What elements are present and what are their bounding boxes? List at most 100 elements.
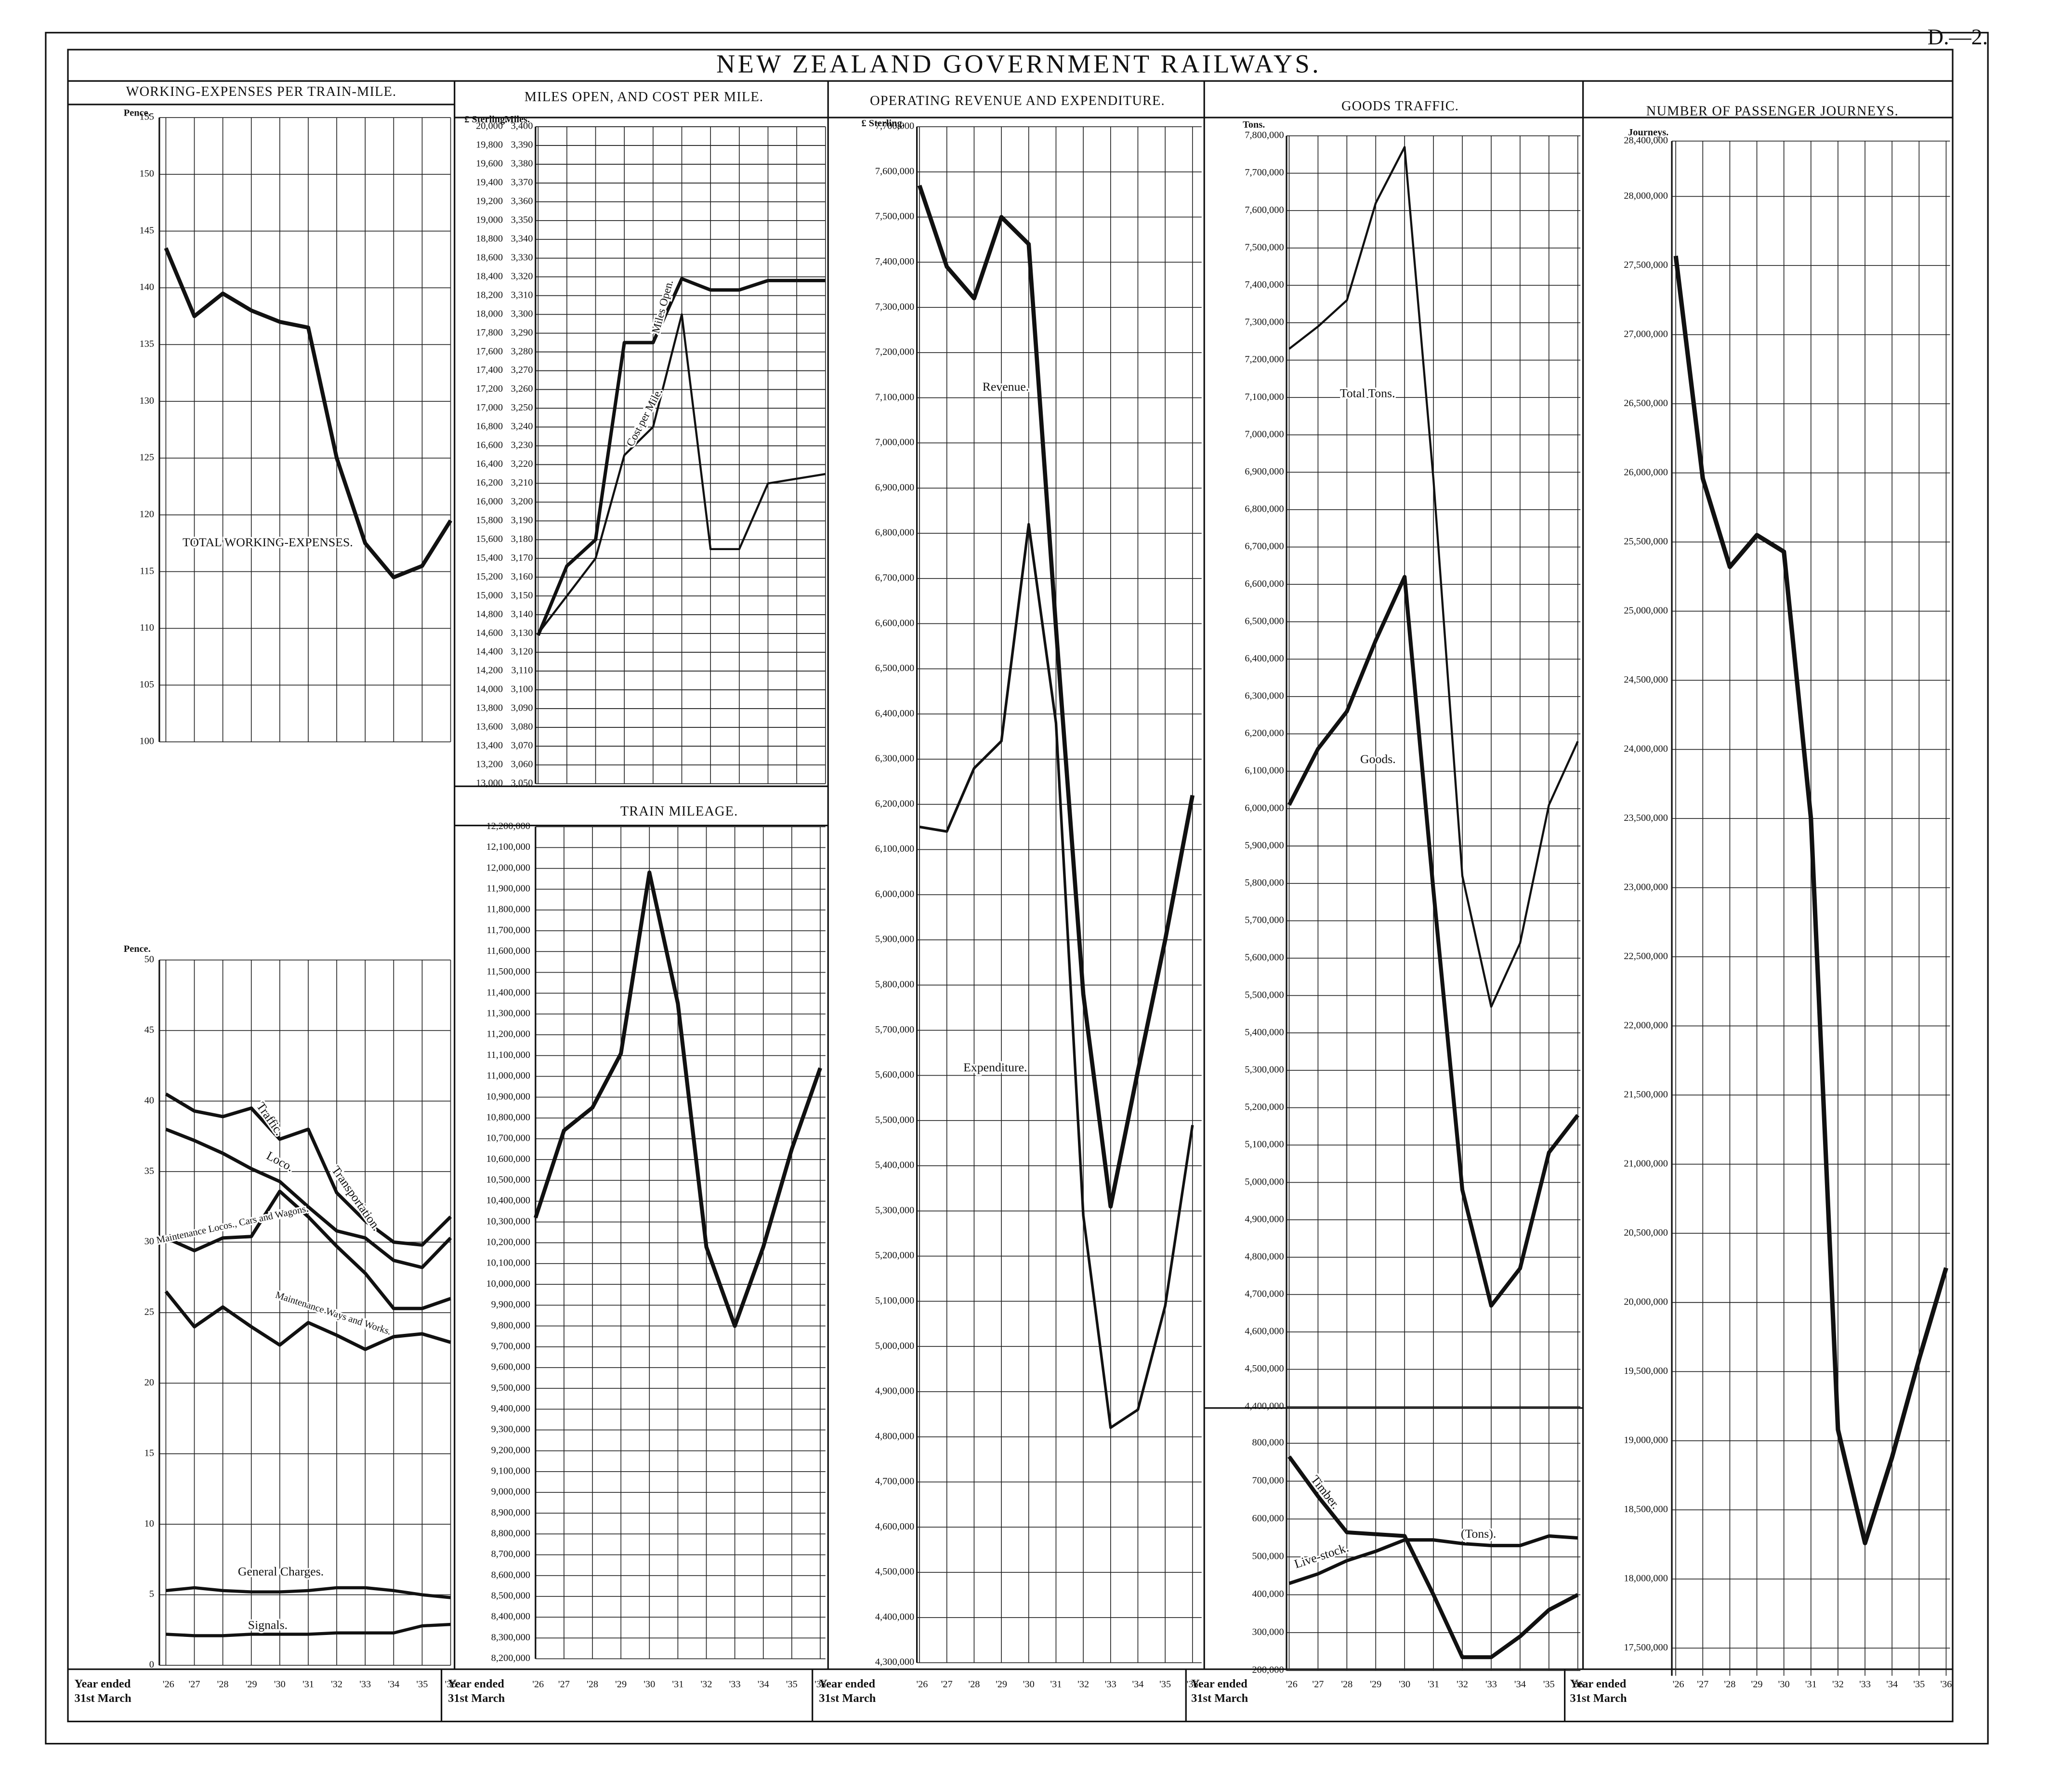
y-tick-label: 9,000,000 — [491, 1487, 530, 1497]
y-tick-label: 4,600,000 — [1245, 1326, 1284, 1337]
y-tick-label: 3,370 — [511, 177, 533, 188]
series-label: Expenditure. — [963, 1060, 1027, 1074]
y-tick-label: 7,000,000 — [875, 437, 914, 448]
panel-title: GOODS TRAFFIC. — [1341, 99, 1459, 114]
y-tick-label: 6,800,000 — [1245, 504, 1284, 514]
x-tick-label: '34 — [1132, 1679, 1143, 1689]
y-tick-label: 3,190 — [511, 515, 533, 526]
y-tick-label: 7,100,000 — [1245, 392, 1284, 402]
y-tick-label: 6,300,000 — [1245, 691, 1284, 701]
y-tick-label: 5,900,000 — [1245, 840, 1284, 851]
y-tick-label: 150 — [139, 169, 154, 179]
y-tick-label: 3,270 — [511, 365, 533, 375]
y-tick-label: 135 — [139, 339, 154, 349]
y-tick-label: 3,210 — [511, 477, 533, 488]
footer-text: Year ended — [1570, 1677, 1627, 1690]
data-line — [1673, 255, 1948, 1545]
page-ref: D.—2. — [1928, 25, 1988, 49]
y-tick-label: 3,260 — [511, 383, 533, 394]
y-tick-label: 7,000,000 — [1245, 429, 1284, 439]
x-tick-label: '28 — [968, 1679, 980, 1689]
y-tick-label: 6,400,000 — [1245, 653, 1284, 664]
y-tick-label: 5,200,000 — [1245, 1102, 1284, 1112]
data-line — [164, 1290, 451, 1351]
x-tick-label: '36 — [1572, 1679, 1584, 1689]
y-tick-label: 28,000,000 — [1624, 190, 1667, 201]
series-label: Signals. — [248, 1618, 288, 1632]
x-tick-label: '33 — [1105, 1679, 1116, 1689]
y-tick-label: 3,080 — [511, 722, 533, 732]
y-tick-label: 26,500,000 — [1624, 398, 1667, 408]
y-tick-label: 6,100,000 — [1245, 765, 1284, 776]
y-tick-label: 21,500,000 — [1624, 1089, 1667, 1100]
y-tick-label: 28,400,000 — [1624, 135, 1667, 146]
y-tick-label: 4,900,000 — [875, 1386, 914, 1397]
y-tick-label: 3,120 — [511, 646, 533, 657]
page-title: NEW ZEALAND GOVERNMENT RAILWAYS. — [716, 50, 1321, 79]
y-tick-label: 3,200 — [511, 496, 533, 507]
y-tick-label: 12,100,000 — [486, 842, 530, 852]
y-tick-label: 18,000 — [476, 308, 503, 319]
data-line — [166, 1622, 451, 1637]
y-tick-label: 3,380 — [511, 158, 533, 169]
x-tick-label: '35 — [786, 1679, 798, 1689]
y-tick-label: 9,100,000 — [491, 1466, 530, 1476]
x-tick-label: '29 — [996, 1679, 1007, 1689]
y-tick-label: 7,400,000 — [1245, 279, 1284, 290]
x-tick-label: '34 — [1514, 1679, 1526, 1689]
y-tick-label: 3,300 — [511, 308, 533, 319]
y-tick-label: 19,500,000 — [1624, 1366, 1667, 1376]
y-tick-label: 24,500,000 — [1624, 674, 1667, 685]
y-tick-label: 300,000 — [1252, 1627, 1284, 1637]
x-tick-label: '31 — [672, 1679, 683, 1689]
x-tick-label: '29 — [1751, 1679, 1763, 1689]
y-tick-label: 5,400,000 — [1245, 1027, 1284, 1038]
y-tick-label: 4,600,000 — [875, 1521, 914, 1532]
y-tick-label: 3,220 — [511, 459, 533, 469]
x-tick-label: '34 — [758, 1679, 769, 1689]
y-tick-label: 3,060 — [511, 759, 533, 770]
y-tick-label: 45 — [144, 1025, 154, 1035]
y-tick-label: 3,070 — [511, 740, 533, 751]
x-tick-label: '29 — [1370, 1679, 1381, 1689]
panel-title: OPERATING REVENUE AND EXPENDITURE. — [870, 93, 1165, 108]
y-tick-label: 15,400 — [476, 553, 503, 563]
x-tick-label: '35 — [1159, 1679, 1171, 1689]
y-tick-label: 6,700,000 — [875, 572, 914, 583]
y-tick-label: 20,000,000 — [1624, 1296, 1667, 1307]
y-tick-label: 100 — [139, 736, 154, 747]
y-tick-label: 11,900,000 — [486, 883, 530, 894]
y-tick-label: 13,200 — [476, 759, 503, 770]
x-tick-label: '31 — [302, 1679, 314, 1689]
y-tick-label: 800,000 — [1252, 1437, 1284, 1448]
y-tick-label: 19,000 — [476, 215, 503, 225]
y-tick-label: 140 — [139, 282, 154, 292]
y-tick-label: 20,000 — [476, 121, 503, 132]
y-tick-label: 6,100,000 — [875, 843, 914, 854]
y-tick-label: 3,150 — [511, 590, 533, 601]
y-tick-label: 13,600 — [476, 722, 503, 732]
y-tick-label: 23,000,000 — [1624, 882, 1667, 892]
footer-text: 31st March — [1570, 1692, 1628, 1705]
y-tick-label: 6,300,000 — [875, 753, 914, 764]
y-tick-label: 3,100 — [511, 684, 533, 695]
y-tick-label: 3,390 — [511, 140, 533, 150]
x-tick-label: '30 — [1778, 1679, 1790, 1689]
panel-title: TRAIN MILEAGE. — [620, 804, 738, 819]
x-tick-label: '31 — [1050, 1679, 1062, 1689]
y-tick-label: 18,400 — [476, 271, 503, 281]
y-tick-label: 400,000 — [1252, 1589, 1284, 1599]
y-tick-label: 3,280 — [511, 346, 533, 356]
y-tick-label: 16,000 — [476, 496, 503, 507]
y-tick-label: 50 — [144, 954, 154, 965]
y-tick-label: 15 — [144, 1448, 154, 1458]
y-tick-label: 7,500,000 — [875, 211, 914, 222]
y-tick-label: 9,200,000 — [491, 1445, 530, 1455]
x-tick-label: '30 — [1023, 1679, 1035, 1689]
x-tick-label: '36 — [445, 1679, 457, 1689]
y-tick-label: 26,000,000 — [1624, 467, 1667, 477]
y-tick-label: 4,500,000 — [1245, 1363, 1284, 1374]
inner-border — [67, 49, 1954, 1723]
